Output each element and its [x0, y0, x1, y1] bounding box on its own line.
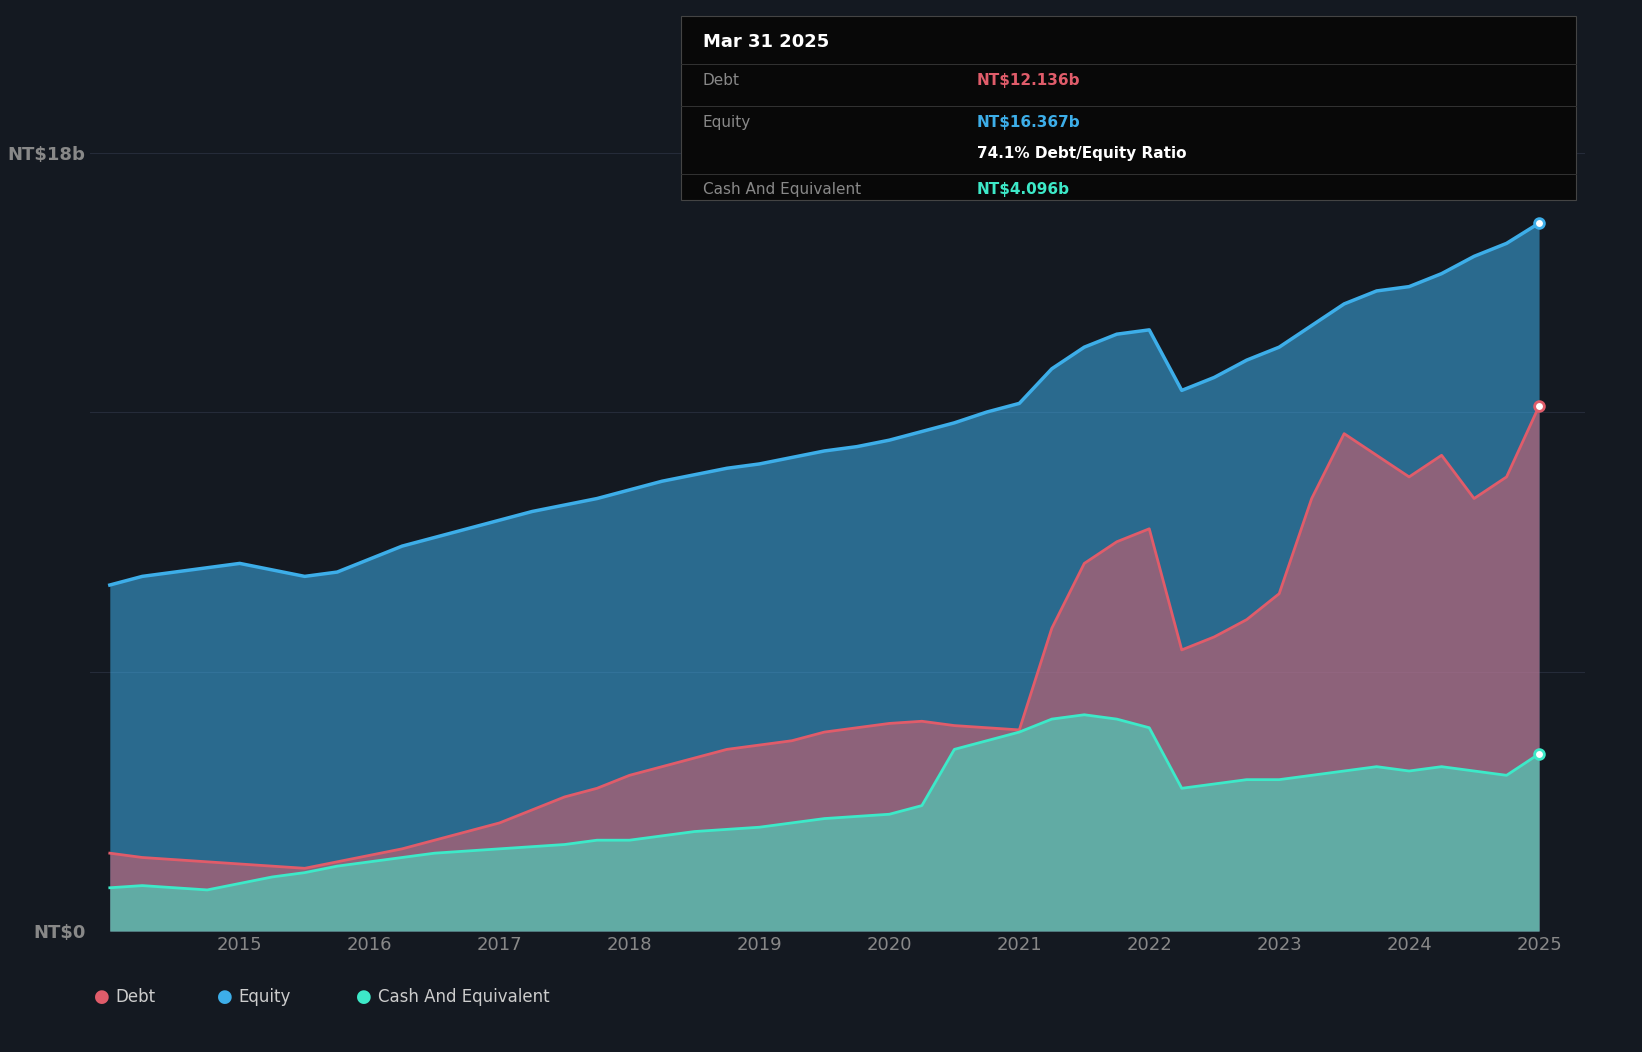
Text: Cash And Equivalent: Cash And Equivalent — [703, 182, 860, 197]
Text: Equity: Equity — [703, 115, 750, 129]
Text: ●: ● — [217, 988, 233, 1007]
Text: ●: ● — [94, 988, 110, 1007]
Text: Cash And Equivalent: Cash And Equivalent — [378, 988, 550, 1007]
Text: NT$12.136b: NT$12.136b — [977, 73, 1080, 87]
Text: 74.1% Debt/Equity Ratio: 74.1% Debt/Equity Ratio — [977, 146, 1187, 161]
Text: Debt: Debt — [703, 73, 741, 87]
Text: NT$16.367b: NT$16.367b — [977, 115, 1080, 129]
Text: Debt: Debt — [115, 988, 154, 1007]
Text: Equity: Equity — [238, 988, 291, 1007]
Text: NT$4.096b: NT$4.096b — [977, 182, 1071, 197]
Text: ●: ● — [356, 988, 373, 1007]
Text: Mar 31 2025: Mar 31 2025 — [703, 33, 829, 50]
